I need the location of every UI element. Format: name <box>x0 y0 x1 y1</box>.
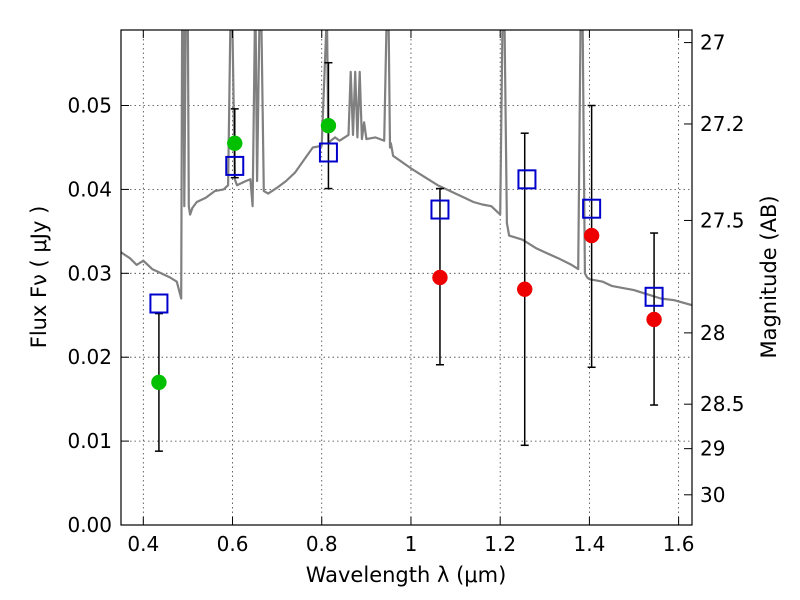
y2-tick-label: 30 <box>700 483 725 507</box>
x-tick-label: 0.8 <box>306 532 338 556</box>
y2-tick-label: 27 <box>700 31 725 55</box>
model-bandflux-point <box>318 142 338 163</box>
photometry-green-point <box>320 117 337 134</box>
model-bandflux-point <box>225 155 245 176</box>
x-tick-label: 1.4 <box>573 532 605 556</box>
model-bandflux-point <box>149 293 169 314</box>
model-bandflux-point <box>517 169 537 190</box>
model-bandflux-point <box>582 198 602 219</box>
y-tick-label: 0.00 <box>67 513 112 537</box>
tick-layer: 0.4 0.6 0.8 1 1.2 1.4 1.6 0.00 0.01 0.02 0.03 0.04 0… <box>67 30 745 556</box>
y-tick-label: 0.02 <box>67 345 112 369</box>
x-tick-label: 0.6 <box>217 532 249 556</box>
x-axis-title: Wavelength λ (μm) <box>306 563 507 587</box>
x-tick-label: 1.2 <box>484 532 516 556</box>
photometry-red-point <box>432 269 448 286</box>
x-tick-label: 1 <box>405 532 418 556</box>
spectrum-layer <box>121 30 692 307</box>
y-axis-title: Flux Fν ( μJy ) <box>27 206 51 349</box>
y-tick-label: 0.05 <box>67 94 112 118</box>
y-tick-label: 0.01 <box>67 429 112 453</box>
y2-tick-label: 27.5 <box>700 208 745 232</box>
x-tick-label: 1.6 <box>663 532 695 556</box>
y2-tick-label: 28 <box>700 321 725 345</box>
spectrum-line <box>121 30 692 307</box>
plot-frame <box>120 29 693 526</box>
y2-tick-label: 29 <box>700 437 725 461</box>
y-tick-label: 0.03 <box>67 261 112 285</box>
model-bandflux-point <box>644 286 664 307</box>
model-bandflux-point <box>430 199 450 220</box>
photometry-red-point <box>646 311 662 328</box>
photometry-red-point <box>583 227 600 244</box>
photometry-green-point <box>227 135 243 152</box>
y-tick-label: 0.04 <box>67 177 112 201</box>
grid-layer <box>121 30 692 526</box>
photometry-green-point <box>151 374 167 391</box>
y2-tick-label: 28.5 <box>700 392 745 416</box>
x-tick-label: 0.4 <box>127 532 159 556</box>
y2-axis-title: Magnitude (AB) <box>757 195 781 358</box>
photometry-red-point <box>516 281 533 297</box>
marker-layer <box>149 117 664 391</box>
y2-tick-label: 27.2 <box>700 112 745 136</box>
